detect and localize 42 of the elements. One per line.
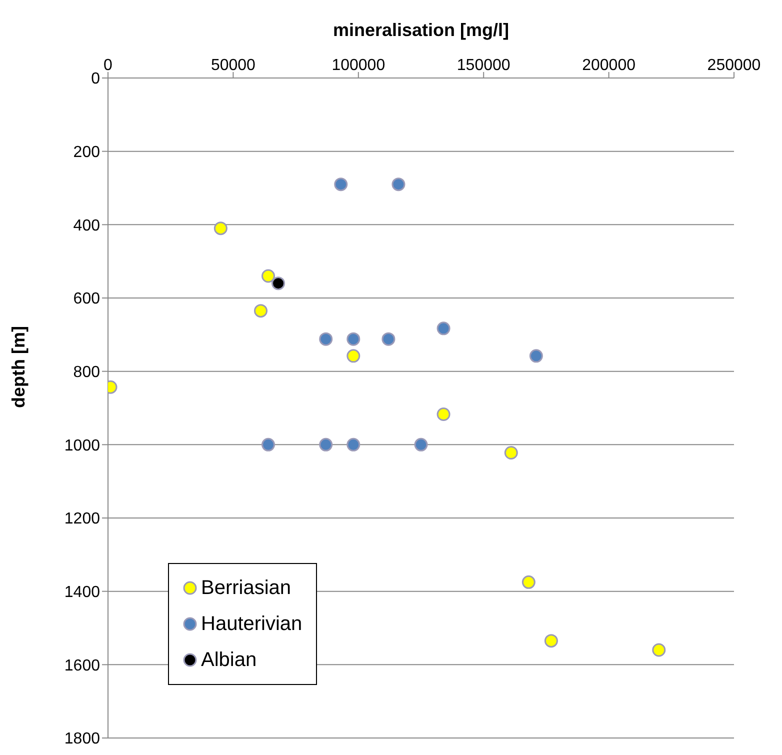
point: [522, 575, 536, 589]
x-tick-label: 100000: [332, 57, 386, 74]
point: [414, 438, 428, 452]
point: [346, 438, 360, 452]
point: [319, 332, 333, 346]
y-tick-label: 200: [73, 144, 100, 162]
point: [544, 634, 558, 648]
point: [272, 276, 286, 290]
point: [214, 222, 228, 236]
point: [346, 349, 360, 363]
point: [504, 446, 518, 460]
y-tick-label: 1200: [64, 510, 100, 528]
point: [436, 322, 450, 336]
legend-label: Hauterivian: [201, 612, 302, 637]
y-tick-label: 600: [73, 290, 100, 308]
point: [392, 178, 406, 192]
x-axis-title: mineralisation [mg/l]: [332, 20, 510, 40]
x-tick-label: 250000: [707, 57, 761, 74]
x-tick-label: 200000: [582, 57, 636, 74]
point: [346, 332, 360, 346]
point: [382, 332, 396, 346]
point: [262, 438, 276, 452]
legend-label: Berriasian: [201, 576, 292, 601]
x-tick-label: 150000: [456, 57, 510, 74]
y-tick-label: 1600: [64, 657, 100, 674]
point: [254, 304, 268, 318]
y-tick-label: 1000: [64, 437, 100, 454]
point: [652, 643, 666, 657]
point: [529, 349, 543, 363]
x-tick-label: 50000: [210, 57, 256, 74]
point: [262, 269, 276, 283]
legend-label: Albian: [201, 648, 257, 673]
y-tick-label: 1400: [64, 584, 100, 602]
y-axis-title: depth [m]: [8, 326, 28, 408]
y-tick-label: 0: [91, 70, 100, 88]
y-tick-label: 1800: [64, 730, 100, 748]
point: [436, 407, 450, 421]
point: [334, 178, 348, 192]
point: [319, 438, 333, 452]
x-tick-label: 0: [104, 57, 113, 74]
y-tick-label: 400: [73, 217, 100, 234]
y-tick-label: 800: [73, 364, 100, 382]
